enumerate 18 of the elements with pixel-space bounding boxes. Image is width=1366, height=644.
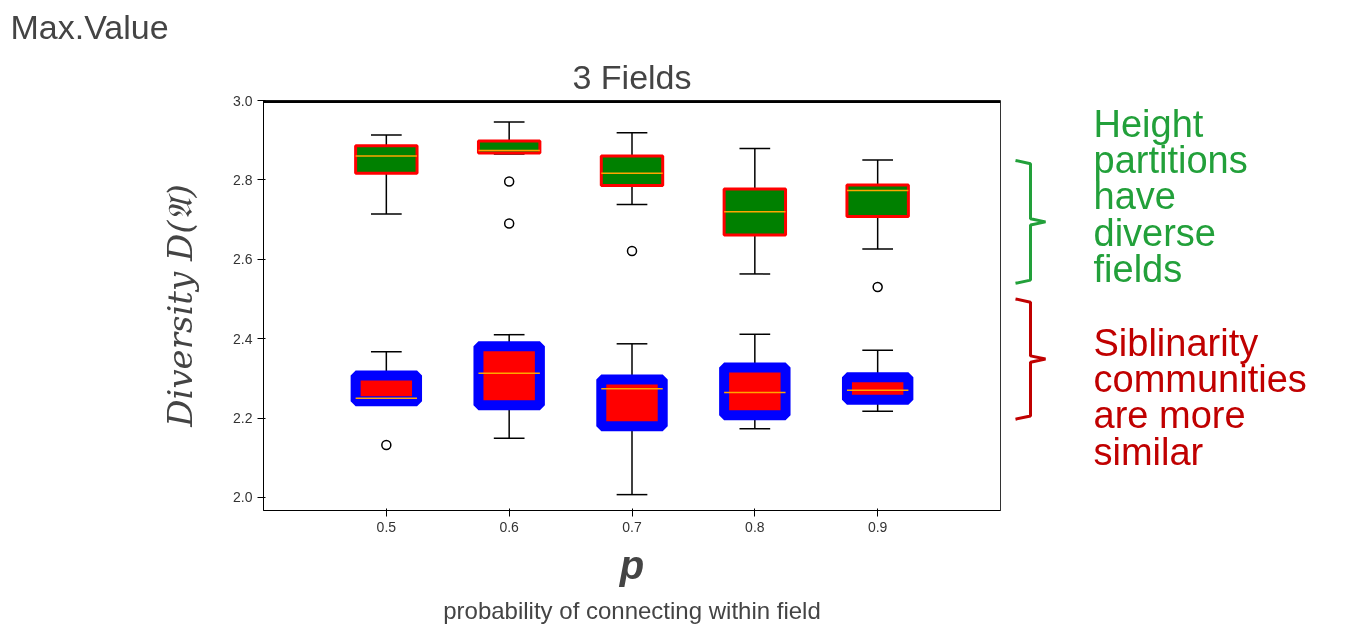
text: Max.Value bbox=[10, 7, 169, 46]
text: Siblinarity communities are more similar bbox=[1093, 321, 1307, 473]
text: Height partitions have diverse fields bbox=[1093, 102, 1248, 290]
x-tick-label: 0.6 bbox=[499, 518, 520, 535]
y-tick-label: 3.0 bbox=[233, 92, 253, 109]
y-tick-label: 2.4 bbox=[233, 330, 253, 347]
x-tick-label: 0.8 bbox=[745, 518, 765, 535]
y-tick-label: 2.8 bbox=[233, 171, 253, 188]
chart-title: 3 Fields bbox=[572, 57, 692, 96]
y-tick-label: 2.2 bbox=[233, 410, 253, 427]
x-tick-label: 0.9 bbox=[867, 518, 888, 535]
x-tick-label: 0.7 bbox=[622, 518, 642, 535]
y-axis-title: Diversity D(𝔄) bbox=[160, 184, 201, 428]
x-tick-label: 0.5 bbox=[376, 518, 397, 535]
x-axis-title: p bbox=[618, 542, 645, 587]
y-tick-label: 2.6 bbox=[233, 251, 253, 268]
y-tick-label: 2.0 bbox=[233, 489, 253, 506]
text: probability of connecting within field bbox=[443, 596, 821, 624]
